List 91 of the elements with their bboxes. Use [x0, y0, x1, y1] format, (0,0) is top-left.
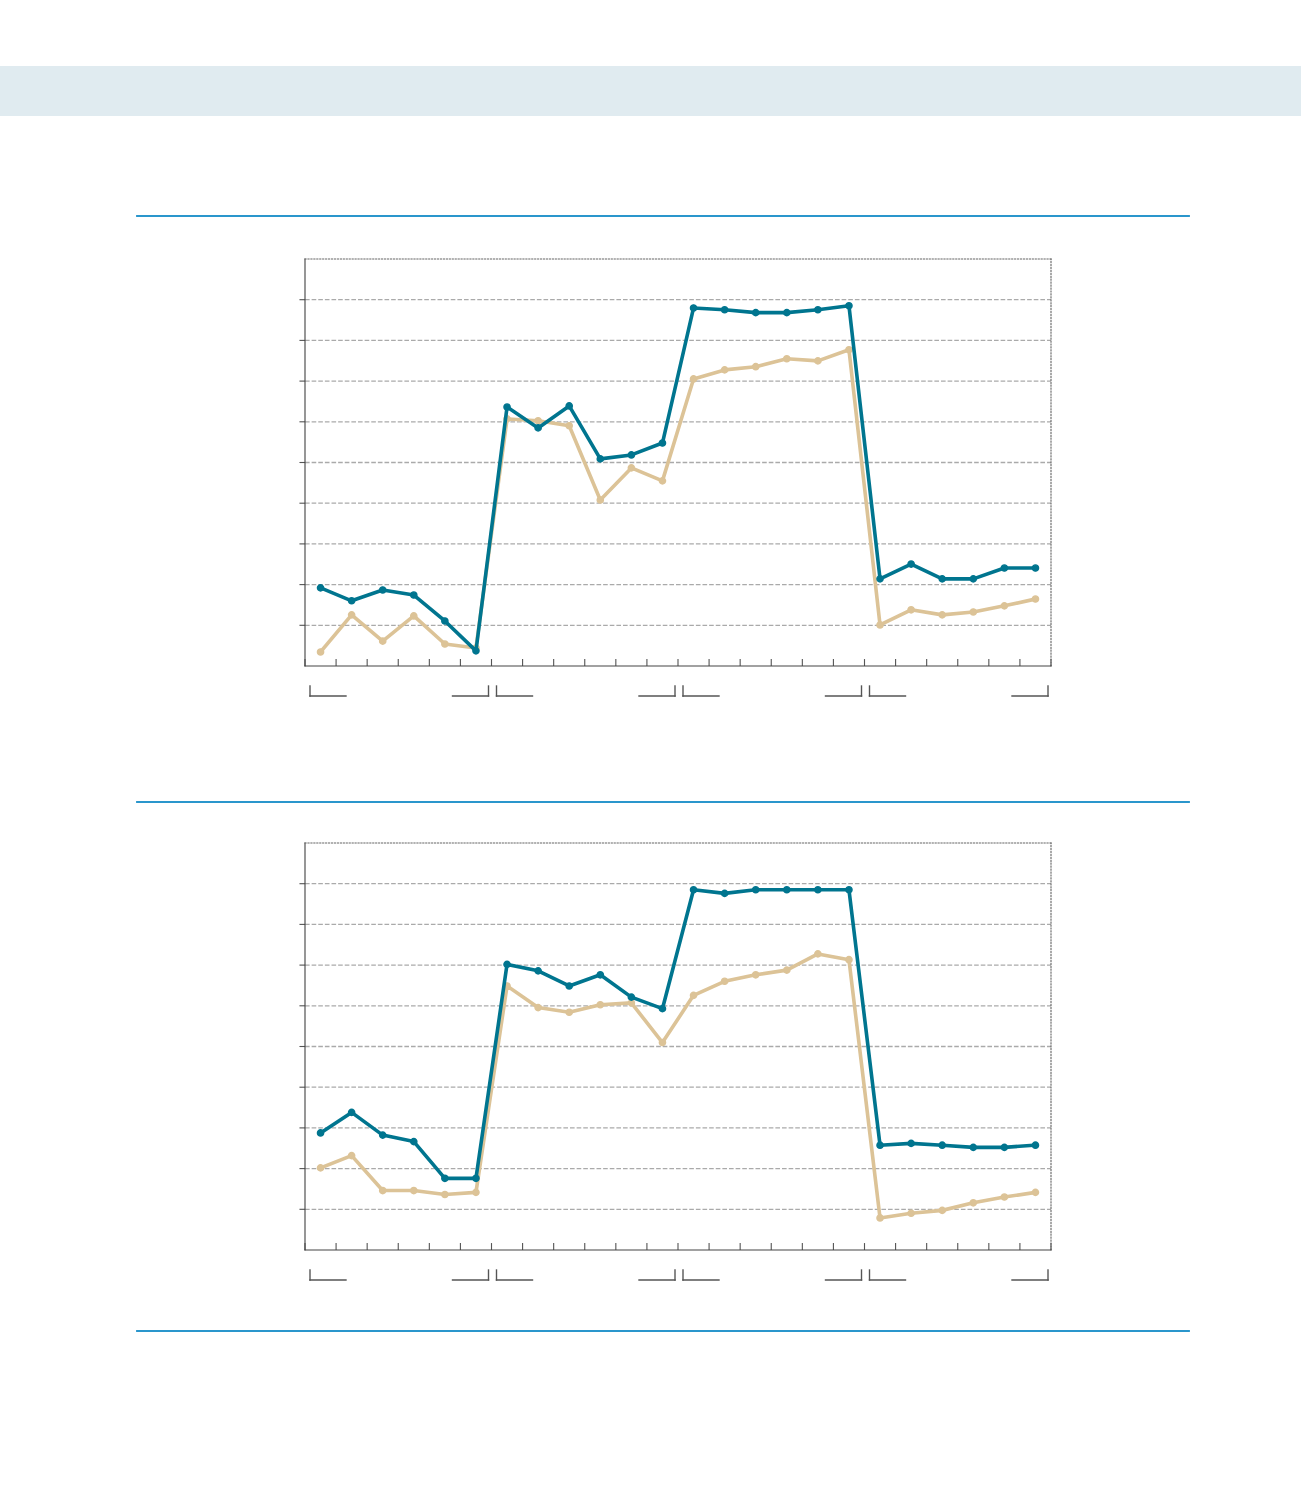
point [1000, 602, 1009, 610]
point [658, 439, 667, 447]
point [565, 402, 574, 410]
point [782, 966, 791, 974]
point [689, 304, 698, 312]
point [907, 605, 915, 614]
point [876, 1141, 884, 1150]
point [814, 357, 822, 365]
point [534, 416, 542, 425]
point [689, 991, 698, 1000]
point [751, 362, 760, 371]
point [316, 584, 325, 592]
point [409, 1137, 418, 1146]
point [876, 575, 884, 583]
point [845, 345, 853, 354]
point [1000, 564, 1009, 572]
point [814, 885, 822, 894]
point [876, 1214, 884, 1222]
point [751, 885, 760, 894]
point [938, 575, 947, 583]
point [1031, 1141, 1040, 1150]
point [347, 611, 356, 619]
point [378, 1131, 387, 1139]
point [347, 1151, 356, 1160]
point [378, 637, 387, 645]
point [689, 885, 698, 894]
point [969, 575, 978, 583]
point [565, 421, 574, 430]
point [565, 1008, 574, 1017]
point [627, 464, 636, 472]
point [503, 403, 511, 411]
point [1000, 1193, 1009, 1201]
point [596, 1000, 605, 1009]
point [1000, 1143, 1009, 1152]
point [720, 305, 729, 314]
point [689, 375, 698, 383]
point [658, 477, 667, 485]
point [876, 621, 884, 629]
point [751, 970, 760, 979]
point [938, 611, 947, 619]
point [534, 967, 542, 975]
point [441, 617, 449, 625]
point [782, 885, 791, 894]
point [907, 1209, 915, 1218]
point [441, 1190, 449, 1199]
point [316, 648, 325, 656]
point [720, 889, 729, 898]
point [347, 596, 356, 605]
point [845, 955, 853, 964]
point [720, 366, 729, 374]
point [782, 308, 791, 317]
point [751, 308, 760, 317]
point [907, 560, 915, 568]
point [627, 451, 636, 459]
point [316, 1164, 325, 1172]
point [845, 301, 853, 310]
point [503, 960, 511, 969]
point [782, 354, 791, 363]
point [1031, 1188, 1040, 1197]
point [814, 305, 822, 314]
point [969, 1198, 978, 1207]
point [472, 1174, 480, 1183]
point [378, 1186, 387, 1195]
point [409, 1186, 418, 1195]
point [441, 640, 449, 648]
point [1031, 564, 1040, 572]
point [658, 1004, 667, 1013]
point [316, 1129, 325, 1137]
point [627, 993, 636, 1001]
point [347, 1108, 356, 1117]
point [658, 1038, 667, 1047]
point [378, 586, 387, 594]
point [596, 970, 605, 979]
point [814, 950, 822, 958]
point [596, 496, 605, 504]
point [845, 885, 853, 894]
point [1031, 595, 1040, 603]
point [969, 608, 978, 616]
point [409, 612, 418, 620]
point [938, 1206, 947, 1215]
point [441, 1174, 449, 1183]
point [409, 591, 418, 599]
point [720, 977, 729, 986]
point [534, 1003, 542, 1012]
point [907, 1139, 915, 1148]
point [969, 1143, 978, 1152]
point [472, 1188, 480, 1197]
point [565, 982, 574, 990]
point [534, 424, 542, 432]
point [596, 455, 605, 463]
point [938, 1141, 947, 1150]
